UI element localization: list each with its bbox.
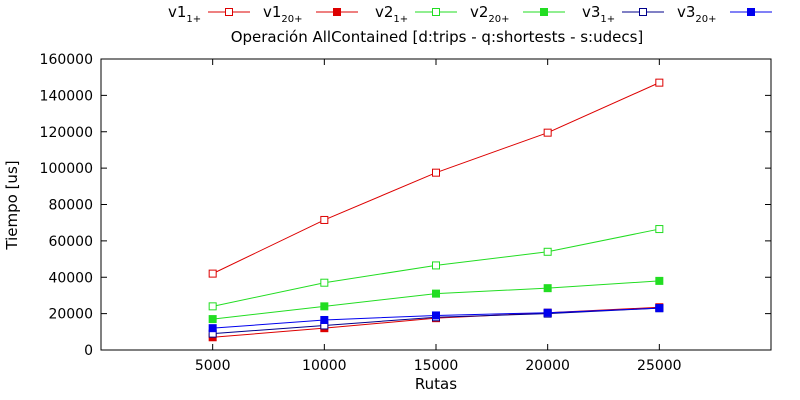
y-tick-label: 100000 — [40, 161, 93, 177]
legend-label: v31+ — [582, 3, 615, 25]
data-point — [432, 168, 440, 177]
data-point — [208, 269, 217, 278]
y-tick-label: 160000 — [40, 52, 93, 68]
chart-legend: v11+ v120+ v21+ v220+ v31+ v320+ — [168, 3, 772, 25]
legend-marker — [639, 8, 647, 16]
series-v1-20+ — [208, 303, 664, 342]
series-v1-1+ — [208, 78, 664, 278]
data-point — [432, 261, 440, 270]
axis-ticks: 0 20000 40000 60000 80000 100000 120000 140000 1… — [40, 52, 771, 374]
y-axis-label: Tiempo [us] — [3, 160, 21, 250]
plot-frame — [100, 58, 772, 351]
data-point — [208, 302, 217, 311]
series-group — [208, 78, 664, 342]
data-point — [543, 284, 552, 293]
data-point — [543, 247, 552, 256]
y-tick-label: 120000 — [40, 125, 93, 141]
legend-marker — [747, 8, 755, 16]
legend-label: v220+ — [470, 3, 510, 25]
legend-marker — [225, 8, 233, 16]
y-tick-label: 80000 — [48, 198, 93, 214]
x-axis-label: Rutas — [415, 375, 457, 393]
data-point — [655, 276, 664, 285]
data-point — [655, 78, 664, 87]
series-v2-1+ — [208, 225, 664, 311]
legend-label: v11+ — [168, 3, 201, 25]
legend-marker — [333, 8, 341, 16]
data-point — [320, 278, 329, 287]
legend-label: v120+ — [263, 3, 303, 25]
data-point — [655, 304, 664, 313]
data-point — [208, 315, 217, 324]
data-point — [432, 289, 440, 298]
y-tick-label: 0 — [84, 343, 93, 359]
x-tick-label: 15000 — [414, 358, 459, 374]
data-point — [432, 311, 440, 320]
y-tick-label: 40000 — [48, 270, 93, 286]
y-tick-label: 140000 — [40, 88, 93, 104]
data-point — [320, 302, 329, 311]
data-point — [655, 225, 664, 234]
legend-label: v320+ — [677, 3, 717, 25]
legend-label: v21+ — [375, 3, 408, 25]
legend-marker — [432, 8, 440, 16]
y-tick-label: 20000 — [48, 307, 93, 323]
x-tick-label: 5000 — [195, 358, 231, 374]
x-tick-label: 20000 — [525, 358, 570, 374]
series-line — [212, 82, 660, 275]
legend-marker — [540, 8, 548, 16]
series-v2-20+ — [208, 276, 664, 324]
data-point — [543, 308, 552, 317]
data-point — [543, 128, 552, 137]
x-tick-label: 10000 — [302, 358, 347, 374]
data-point — [320, 315, 329, 324]
y-tick-label: 60000 — [48, 234, 93, 250]
chart-title: Operación AllContained [d:trips - q:shor… — [231, 28, 644, 46]
series-v3-20+ — [208, 304, 664, 333]
data-point — [320, 215, 329, 224]
data-point — [208, 324, 217, 333]
x-tick-label: 25000 — [637, 358, 682, 374]
